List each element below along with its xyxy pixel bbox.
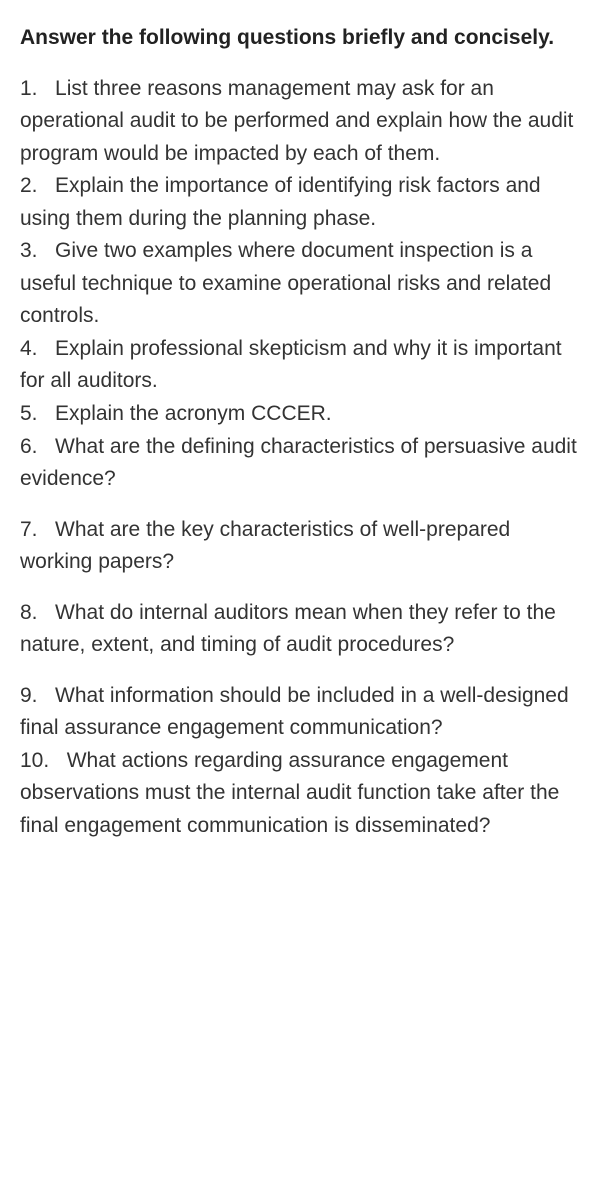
question-text: Explain the acronym CCCER. [55,402,332,425]
question-block-1: 1. List three reasons management may ask… [20,73,579,496]
question-text: What do internal auditors mean when they… [20,601,556,657]
question-number: 10. [20,749,49,772]
question-block-2: 7. What are the key characteristics of w… [20,514,579,579]
question-block-3: 8. What do internal auditors mean when t… [20,597,579,662]
question-number: 2. [20,174,38,197]
question-item: 7. What are the key characteristics of w… [20,514,579,579]
question-text: Explain professional skepticism and why … [20,337,562,393]
question-text: What information should be included in a… [20,684,569,740]
question-number: 3. [20,239,38,262]
question-item: 10. What actions regarding assurance eng… [20,745,579,843]
question-number: 5. [20,402,38,425]
question-item: 3. Give two examples where document insp… [20,235,579,333]
question-number: 4. [20,337,38,360]
question-text: Explain the importance of identifying ri… [20,174,541,230]
question-item: 9. What information should be included i… [20,680,579,745]
question-text: What actions regarding assurance engagem… [20,749,559,837]
question-number: 7. [20,518,38,541]
question-number: 6. [20,435,38,458]
instruction-heading: Answer the following questions briefly a… [20,22,579,55]
question-block-4: 9. What information should be included i… [20,680,579,843]
question-item: 1. List three reasons management may ask… [20,73,579,171]
question-text: What are the key characteristics of well… [20,518,510,574]
question-item: 5. Explain the acronym CCCER. [20,398,579,431]
question-item: 4. Explain professional skepticism and w… [20,333,579,398]
question-text: What are the defining characteristics of… [20,435,577,491]
question-item: 6. What are the defining characteristics… [20,431,579,496]
question-text: List three reasons management may ask fo… [20,77,573,165]
question-number: 8. [20,601,38,624]
question-item: 2. Explain the importance of identifying… [20,170,579,235]
question-number: 1. [20,77,38,100]
question-number: 9. [20,684,38,707]
question-item: 8. What do internal auditors mean when t… [20,597,579,662]
question-text: Give two examples where document inspect… [20,239,551,327]
